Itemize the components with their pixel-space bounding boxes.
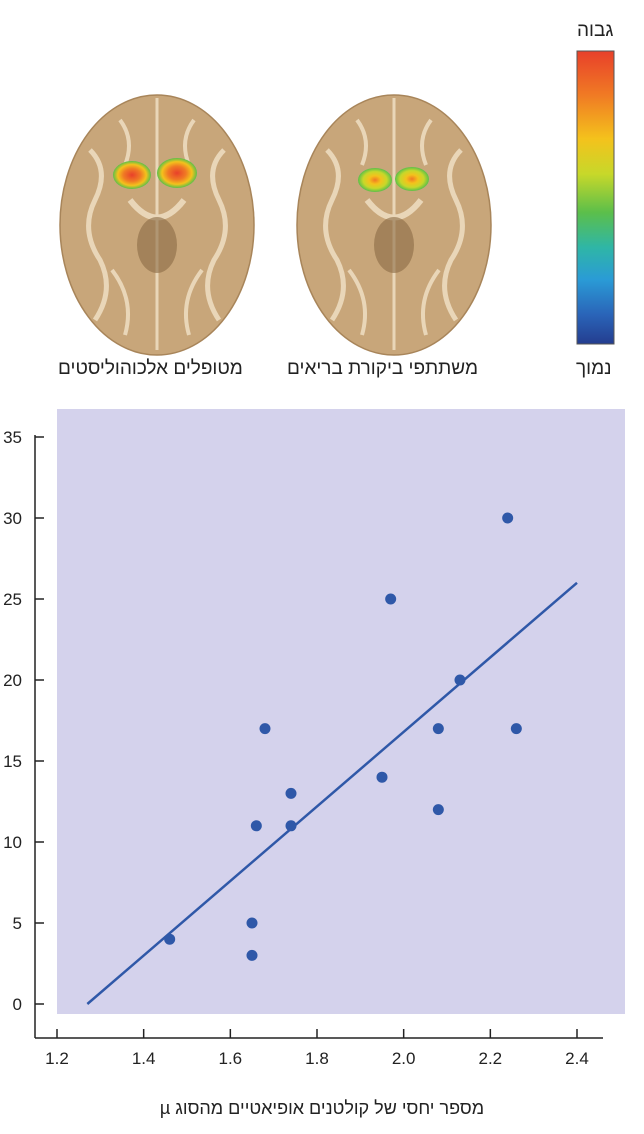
data-point (246, 949, 258, 961)
brain-left-label: מטופלים אלכוהוליסטים (58, 358, 243, 379)
data-point (285, 787, 297, 799)
data-point (432, 723, 444, 735)
data-point (432, 804, 444, 816)
data-points (164, 512, 522, 961)
scale-high-label: גבוה (577, 20, 614, 41)
y-tick-label: 30 (3, 509, 22, 528)
brain-right-label: משתתפי ביקורת בריאים (287, 358, 479, 379)
brain-scans (59, 50, 615, 356)
data-point (285, 820, 297, 832)
data-point (246, 917, 258, 929)
x-tick-label: 1.2 (45, 1049, 69, 1068)
x-tick-label: 1.8 (305, 1049, 329, 1068)
y-tick-label: 15 (3, 752, 22, 771)
scatter-chart: 0 5 10 15 20 25 30 35 1.2 1.4 1.6 1.8 2.0 2.2 2.4 (3, 409, 625, 1068)
color-scale-bar (576, 50, 615, 345)
brain-scan-panel: גבוה נמוך מטופלים אלכוהוליסטים משתתפי בי… (0, 0, 644, 390)
x-axis-label: מספר יחסי של קולטנים אופיאטיים מהסוג µ (159, 1098, 485, 1118)
data-point (259, 723, 271, 735)
x-tick-label: 2.2 (479, 1049, 503, 1068)
y-tick-label: 35 (3, 428, 22, 447)
x-tick-label: 1.4 (132, 1049, 156, 1068)
y-tick-label: 10 (3, 833, 22, 852)
brain-left (59, 94, 255, 356)
x-tick-label: 1.6 (219, 1049, 243, 1068)
data-point (164, 933, 176, 945)
plot-background (57, 409, 625, 1014)
x-tick-label: 2.4 (565, 1049, 589, 1068)
y-tick-label: 0 (13, 995, 22, 1014)
data-point (385, 593, 397, 605)
x-tick-label: 2.0 (392, 1049, 416, 1068)
data-point (510, 723, 522, 735)
data-point (502, 512, 514, 524)
y-tick-label: 5 (13, 914, 22, 933)
y-tick-label: 20 (3, 671, 22, 690)
y-tick-label: 25 (3, 590, 22, 609)
data-point (454, 674, 466, 686)
brain-right (296, 94, 492, 356)
data-point (250, 820, 262, 832)
data-point (376, 771, 388, 783)
axes: 0 5 10 15 20 25 30 35 1.2 1.4 1.6 1.8 2.0 2.2 2.4 (3, 428, 603, 1068)
scale-low-label: נמוך (576, 358, 612, 379)
